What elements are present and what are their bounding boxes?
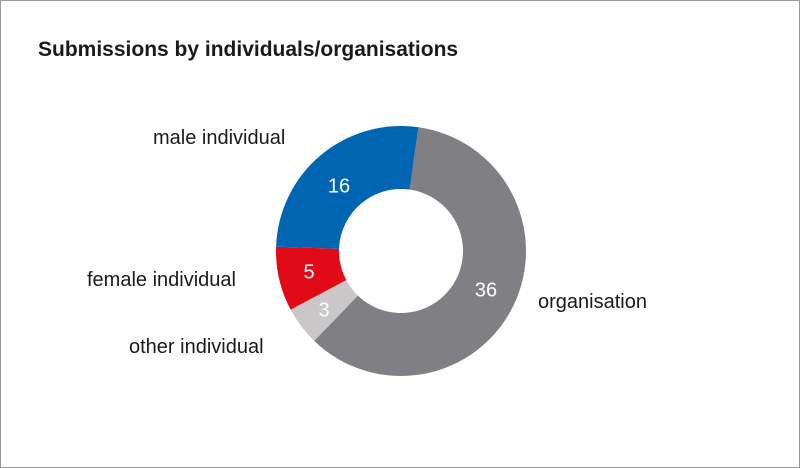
donut-slice-organisation bbox=[314, 127, 526, 376]
donut-slice-male-individual bbox=[276, 126, 419, 249]
legend-label-male: male individual bbox=[153, 127, 286, 149]
legend-label-organisation: organisation bbox=[538, 291, 647, 313]
donut-slice-other-individual bbox=[290, 280, 358, 341]
chart-title: Submissions by individuals/organisations bbox=[38, 38, 459, 61]
legend-label-female: female individual bbox=[87, 269, 236, 291]
legend-label-other: other individual bbox=[129, 336, 264, 358]
donut-slice-female-individual bbox=[276, 246, 347, 310]
slice-value-label: 5 bbox=[303, 261, 314, 283]
slice-value-label: 36 bbox=[475, 279, 497, 301]
slice-value-label: 16 bbox=[328, 175, 350, 197]
slice-value-label: 3 bbox=[318, 299, 329, 321]
